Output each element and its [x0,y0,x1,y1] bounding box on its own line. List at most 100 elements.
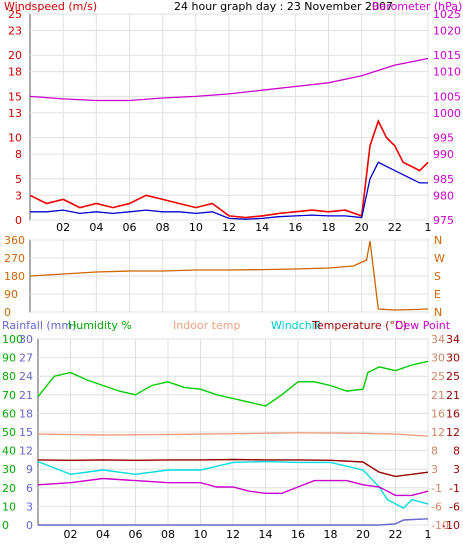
wind-x-tick-label: 14 [255,221,269,234]
temperature-panel-series [37,360,429,526]
temperature-tick-label: 8 [431,445,438,458]
rainfall-tick-label: 24 [19,370,33,383]
humidity-tick-label: 70 [2,389,16,402]
direction-y-tick-label: 360 [4,234,25,247]
direction-panel-series [29,240,429,311]
dewpoint-tick-label: 25 [446,370,460,383]
barometer-y-tick-label: 1005 [433,90,461,103]
wind-y-tick-label: 0 [15,214,22,227]
rainfall-tick-label: 21 [19,389,33,402]
barometer-y-tick-label: 1015 [433,49,461,62]
barometer-y-tick-label: 1000 [433,107,461,120]
wind-y-tick-label: 8 [15,148,22,161]
wind-panel-grid [30,13,429,221]
humidity-tick-label: 10 [2,500,16,513]
dewpoint-tick-label: 12 [446,426,460,439]
wind-y-tick-label: 13 [8,107,22,120]
temperature-tick-label: 34 [431,333,445,346]
humidity-series-line [37,360,429,407]
dewpoint-tick-label: -6 [449,500,460,513]
windchill-series-line [37,460,429,509]
direction-y-ticks: 0 90 180 270 360 [4,234,25,319]
windspeed-axis-label: Windspeed (m/s) [4,0,97,13]
wind-x-tick-label: 02 [56,221,70,234]
legend-humidity: Humidity % [68,319,132,332]
dewpoint-tick-label: 30 [446,352,460,365]
barometer-y-ticks: 975 980 985 990 995 1000 1005 1010 1015 1020 1025 [433,8,461,227]
barometer-y-tick-label: 980 [433,189,454,202]
rainfall-tick-label: 0 [26,519,33,532]
temperature-tick-label: 21 [431,389,445,402]
direction-y-tick-label: 0 [4,306,11,319]
dewpoint-tick-label: 21 [446,389,460,402]
wind-panel-series [29,57,429,220]
humidity-tick-label: 50 [2,426,16,439]
wind-x-tick-label: 04 [89,221,103,234]
dewpoint-tick-label: -10 [442,519,460,532]
wind-y-tick-label: 23 [8,24,22,37]
wind-x-tick-label: 08 [156,221,170,234]
wind-gust-series-line [29,119,429,219]
temperature-x-ticks: 02 04 06 08 10 12 14 16 18 20 22 1 [64,528,432,541]
temperature-x-tick-label: 20 [356,528,370,541]
temperature-panel-grid [38,338,429,526]
barometer-y-tick-label: 995 [433,132,454,145]
humidity-tick-label: 90 [2,352,16,365]
wind-x-tick-label: 12 [222,221,236,234]
chart-title: 24 hour graph day : 23 November 2007 [174,0,393,13]
legend-dewpoint: Dew Point [395,319,451,332]
barometer-y-tick-label: 985 [433,173,454,186]
rainfall-tick-label: 9 [26,463,33,476]
barometer-series-line [29,57,429,102]
direction-y-tick-label: 180 [4,270,25,283]
barometer-y-tick-label: 1010 [433,66,461,79]
rainfall-tick-label: 15 [19,426,33,439]
wind-x-tick-label: 06 [123,221,137,234]
wind-x-tick-label: 20 [355,221,369,234]
wind-y-tick-label: 5 [15,173,22,186]
rainfall-tick-label: 18 [19,407,33,420]
temperature-tick-label: 3 [431,463,438,476]
humidity-tick-label: 60 [2,407,16,420]
wind-y-ticks: 0 3 5 8 10 13 15 18 20 23 25 [8,8,22,227]
temperature-tick-label: -6 [431,500,442,513]
temperature-tick-label: 30 [431,352,445,365]
dewpoint-tick-label: 8 [453,445,460,458]
dewpoint-tick-label: -1 [449,482,460,495]
humidity-tick-label: 30 [2,463,16,476]
humidity-tick-label: 100 [2,333,23,346]
rainfall-tick-label: 12 [19,445,33,458]
wind-y-tick-label: 25 [8,8,22,21]
temperature-x-tick-label: 06 [129,528,143,541]
temperature-x-tick-label: 02 [64,528,78,541]
barometer-y-tick-label: 1025 [433,8,461,21]
dewpoint-tick-label: 16 [446,407,460,420]
barometer-axis-label: Barometer (hPa) [372,0,462,13]
dewpoint-series-line [37,477,429,497]
temperature-x-tick-label: 10 [194,528,208,541]
wind-x-tick-label: 18 [322,221,336,234]
legend-windchill: Windchill [271,319,321,332]
temperature-x-tick-label: 22 [389,528,403,541]
compass-tick-label: N [434,234,442,247]
indoor-temp-series-line [37,432,429,437]
rainfall-tick-label: 27 [19,352,33,365]
wind-y-tick-label: 15 [8,90,22,103]
rainfall-series-line [38,518,429,526]
rainfall-tick-label: 3 [26,500,33,513]
temperature-tick-label: 12 [431,426,445,439]
humidity-tick-label: 0 [2,519,9,532]
wind-x-tick-label: 22 [388,221,402,234]
legend-temperature: Temperature (°C) [311,319,407,332]
wind-y-tick-label: 20 [8,49,22,62]
wind-x-ticks: 02 04 06 08 10 12 14 16 18 20 22 1 [56,221,431,234]
wind-y-tick-label: 10 [8,132,22,145]
humidity-tick-label: 40 [2,445,16,458]
wind-y-tick-label: 18 [8,66,22,79]
temperature-x-tick-label: 1 [425,528,432,541]
compass-tick-label: N [434,306,442,319]
